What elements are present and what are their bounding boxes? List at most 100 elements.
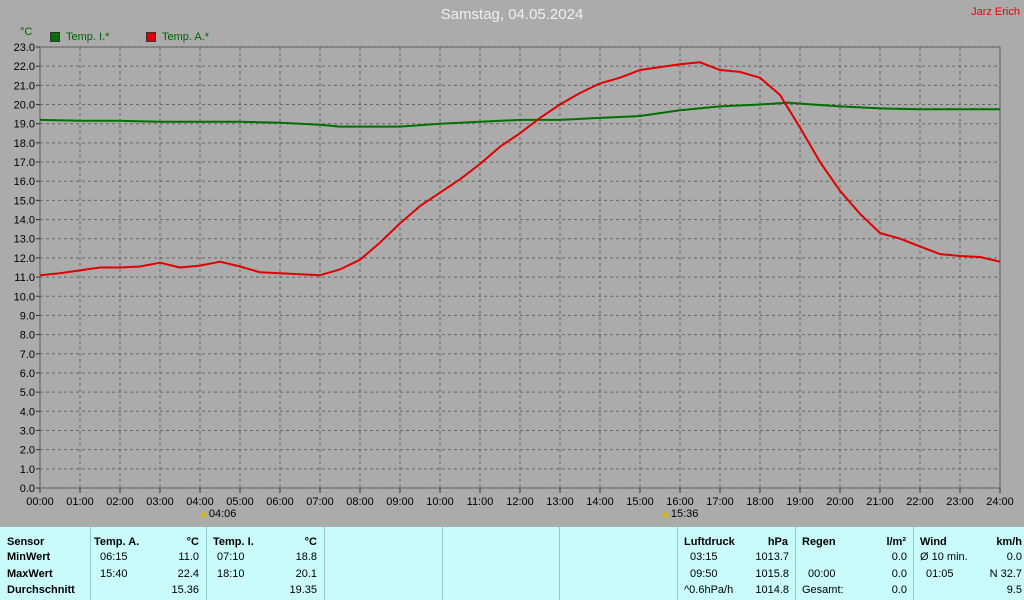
- x-tick-label: 22:00: [906, 496, 934, 508]
- x-tick-label: 16:00: [666, 496, 694, 508]
- wind-r2-val: N 32.7: [989, 568, 1022, 580]
- x-tick-label: 09:00: [386, 496, 414, 508]
- x-tick-label: 20:00: [826, 496, 854, 508]
- temp-i-avg: 19.35: [289, 584, 317, 596]
- x-tick-label: 18:00: [746, 496, 774, 508]
- y-tick-label: 0.0: [20, 483, 35, 495]
- temp-a-header: Temp. A.: [94, 536, 140, 548]
- x-tick-label: 24:00: [986, 496, 1014, 508]
- temp-i-min-time: 07:10: [217, 551, 245, 563]
- x-tick-label: 10:00: [426, 496, 454, 508]
- x-tick-label: 17:00: [706, 496, 734, 508]
- col-temp-i: Temp. I. °C 07:10 18.8 18:10 20.1 19.35: [207, 527, 325, 600]
- pressure-trend: ^0.6hPa/h: [684, 584, 734, 596]
- y-tick-label: 8.0: [20, 330, 35, 342]
- temp-a-min-time: 06:15: [100, 551, 128, 563]
- pressure-r2-val: 1015.8: [755, 568, 789, 580]
- temp-a-max-time: 15:40: [100, 568, 128, 580]
- y-tick-label: 2.0: [20, 445, 35, 457]
- y-tick-label: 6.0: [20, 368, 35, 380]
- x-tick-label: 03:00: [146, 496, 174, 508]
- y-axis-unit: °C: [20, 26, 33, 38]
- x-tick-label: 13:00: [546, 496, 574, 508]
- y-tick-label: 14.0: [14, 215, 35, 227]
- series-line-inside: [39, 101, 1000, 128]
- sunrise-time: 04:06: [208, 508, 237, 520]
- legend-item-inside: Temp. I.*: [50, 31, 109, 43]
- temp-a-unit: °C: [186, 536, 199, 548]
- temp-i-unit: °C: [304, 536, 317, 548]
- x-tick-label: 15:00: [626, 496, 654, 508]
- sunset-marker: ▲15:36: [660, 508, 698, 520]
- y-tick-label: 20.0: [14, 100, 35, 112]
- col-temp-a: Temp. A. °C 06:15 11.0 15:40 22.4 15.36: [91, 527, 207, 600]
- chart-title: Samstag, 04.05.2024: [440, 6, 584, 23]
- y-tick-label: 22.0: [14, 61, 35, 73]
- y-tick-label: 11.0: [14, 272, 35, 284]
- rain-r2-time: 00:00: [808, 568, 836, 580]
- temp-i-max-time: 18:10: [217, 568, 245, 580]
- sunset-icon: ▲: [660, 508, 671, 520]
- legend-swatch-inside: [50, 32, 60, 42]
- pressure-r1-time: 03:15: [690, 551, 718, 563]
- legend-label-outside: Temp. A.*: [162, 31, 210, 43]
- rain-r2-val: 0.0: [891, 568, 907, 580]
- y-tick-label: 13.0: [14, 234, 35, 246]
- x-tick-label: 05:00: [226, 496, 254, 508]
- y-tick-label: 9.0: [20, 310, 35, 322]
- x-tick-label: 01:00: [66, 496, 94, 508]
- x-tick-label: 19:00: [786, 496, 814, 508]
- wind-r1-val: 0.0: [1006, 551, 1022, 563]
- y-tick-label: 12.0: [14, 253, 35, 265]
- y-tick-label: 17.0: [14, 157, 35, 169]
- y-tick-label: 16.0: [14, 176, 35, 188]
- sunrise-marker: ▲04:06: [198, 508, 236, 520]
- y-tick-label: 18.0: [14, 138, 35, 150]
- author-label: Jarz Erich: [971, 6, 1020, 18]
- x-tick-label: 02:00: [106, 496, 134, 508]
- pressure-r3-val: 1014.8: [755, 584, 789, 596]
- y-tick-label: 4.0: [20, 406, 35, 418]
- x-tick-label: 23:00: [946, 496, 974, 508]
- y-tick-label: 15.0: [14, 195, 35, 207]
- legend-item-outside: Temp. A.*: [146, 31, 209, 43]
- y-tick-label: 21.0: [14, 80, 35, 92]
- sunset-time: 15:36: [670, 508, 699, 520]
- x-tick-label: 04:00: [186, 496, 214, 508]
- col-pressure: Luftdruck hPa 03:15 1013.7 09:50 1015.8 …: [678, 527, 796, 600]
- x-tick-label: 11:00: [467, 496, 494, 508]
- y-tick-label: 3.0: [20, 425, 35, 437]
- wind-unit: km/h: [996, 536, 1022, 548]
- rain-total-val: 0.0: [891, 584, 907, 596]
- rain-total-label: Gesamt:: [802, 584, 844, 596]
- row-max-label: MaxWert: [7, 568, 53, 580]
- col-empty-2: [443, 527, 560, 600]
- col-empty-3: [560, 527, 678, 600]
- x-tick-label: 12:00: [506, 496, 534, 508]
- row-min-label: MinWert: [7, 551, 51, 563]
- col-rain: Regen l/m² 0.0 00:00 0.0 Gesamt: 0.0: [796, 527, 914, 600]
- y-tick-label: 5.0: [20, 387, 35, 399]
- temp-a-max-val: 22.4: [177, 568, 199, 580]
- x-tick-label: 14:00: [586, 496, 614, 508]
- temp-i-max-val: 20.1: [295, 568, 317, 580]
- series-line-outside: [39, 61, 1001, 277]
- x-tick-label: 08:00: [346, 496, 374, 508]
- row-avg-label: Durchschnitt: [7, 584, 75, 596]
- wind-avg-label: Ø 10 min.: [920, 551, 968, 563]
- sunrise-icon: ▲: [198, 508, 209, 520]
- x-tick-label: 21:00: [866, 496, 894, 508]
- x-tick-label: 07:00: [306, 496, 334, 508]
- x-tick-label: 06:00: [266, 496, 294, 508]
- y-tick-label: 23.0: [14, 42, 35, 54]
- chart-canvas: 00:00 01:00 02:00 03:00 04:00 05:00 06:00 07:00…: [14, 42, 1014, 508]
- legend-swatch-outside: [146, 32, 156, 42]
- y-tick-label: 1.0: [20, 464, 35, 476]
- x-tick-label: 00:00: [26, 496, 54, 508]
- col-empty-1: [325, 527, 443, 600]
- temp-i-min-val: 18.8: [295, 551, 317, 563]
- pressure-r1-val: 1013.7: [755, 551, 789, 563]
- pressure-unit: hPa: [767, 536, 788, 548]
- stats-table: Sensor MinWert MaxWert Durchschnitt Temp…: [0, 527, 1024, 600]
- y-tick-label: 19.0: [14, 119, 35, 131]
